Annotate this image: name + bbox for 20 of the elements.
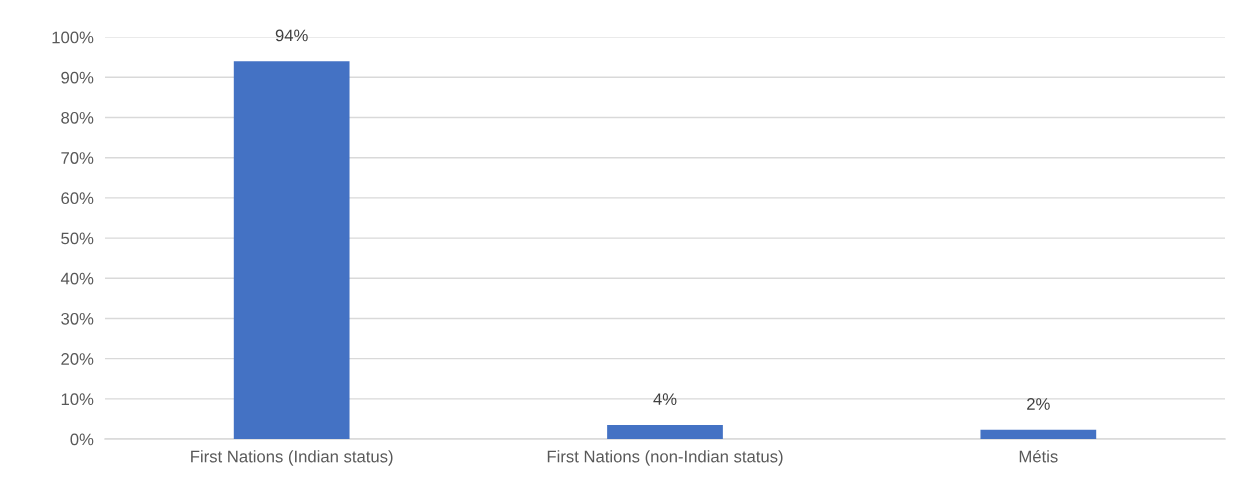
x-tick-label: Métis: [1019, 449, 1058, 463]
data-label: 94%: [275, 29, 308, 42]
data-label: 2%: [1027, 398, 1050, 410]
y-tick-label: 90%: [61, 71, 94, 84]
data-label: 4%: [653, 393, 677, 405]
y-tick-label: 30%: [61, 312, 94, 325]
y-tick-label: 40%: [60, 272, 94, 285]
y-tick-label: 20%: [61, 353, 94, 365]
bar: [980, 429, 1097, 440]
y-tick-label: 80%: [61, 111, 94, 124]
y-tick-label: 10%: [61, 393, 94, 406]
y-tick-label: 60%: [61, 192, 94, 205]
x-tick-label: First Nations (non-Indian status): [547, 450, 783, 466]
y-tick-label: 50%: [61, 232, 94, 245]
bar: [607, 425, 723, 440]
y-tick-label: 0%: [70, 433, 94, 446]
y-tick-label: 70%: [61, 152, 94, 164]
bar: [233, 61, 350, 440]
x-tick-label: First Nations (Indian status): [191, 450, 393, 466]
y-tick-label: 100%: [52, 31, 94, 44]
